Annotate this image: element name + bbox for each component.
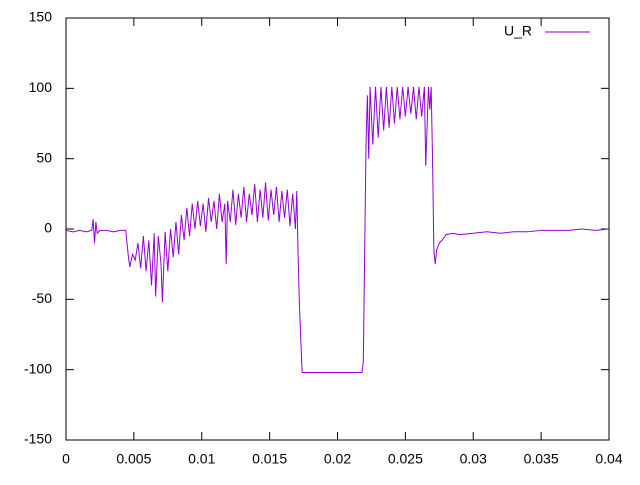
- x-tick-label: 0.035: [524, 451, 559, 467]
- y-tick-label: 50: [36, 149, 52, 165]
- x-tick-label: 0.01: [188, 451, 215, 467]
- line-series: [65, 86, 610, 373]
- x-tick-label: 0.02: [324, 451, 351, 467]
- x-tick-label: 0.04: [595, 451, 622, 467]
- legend-label: U_R: [504, 23, 532, 39]
- y-tick-label: -100: [24, 360, 52, 376]
- y-tick-label: 150: [29, 9, 53, 25]
- y-tick-label: -50: [32, 290, 52, 306]
- x-tick-label: 0.03: [460, 451, 487, 467]
- y-tick-label: -150: [24, 431, 52, 447]
- plot-frame: [65, 17, 610, 441]
- x-tick-label: 0.005: [116, 451, 151, 467]
- y-tick-label: 0: [44, 220, 52, 236]
- x-tick-label: 0.025: [388, 451, 423, 467]
- y-tick-label: 100: [29, 79, 53, 95]
- x-tick-label: 0: [62, 451, 70, 467]
- x-tick-label: 0.015: [252, 451, 287, 467]
